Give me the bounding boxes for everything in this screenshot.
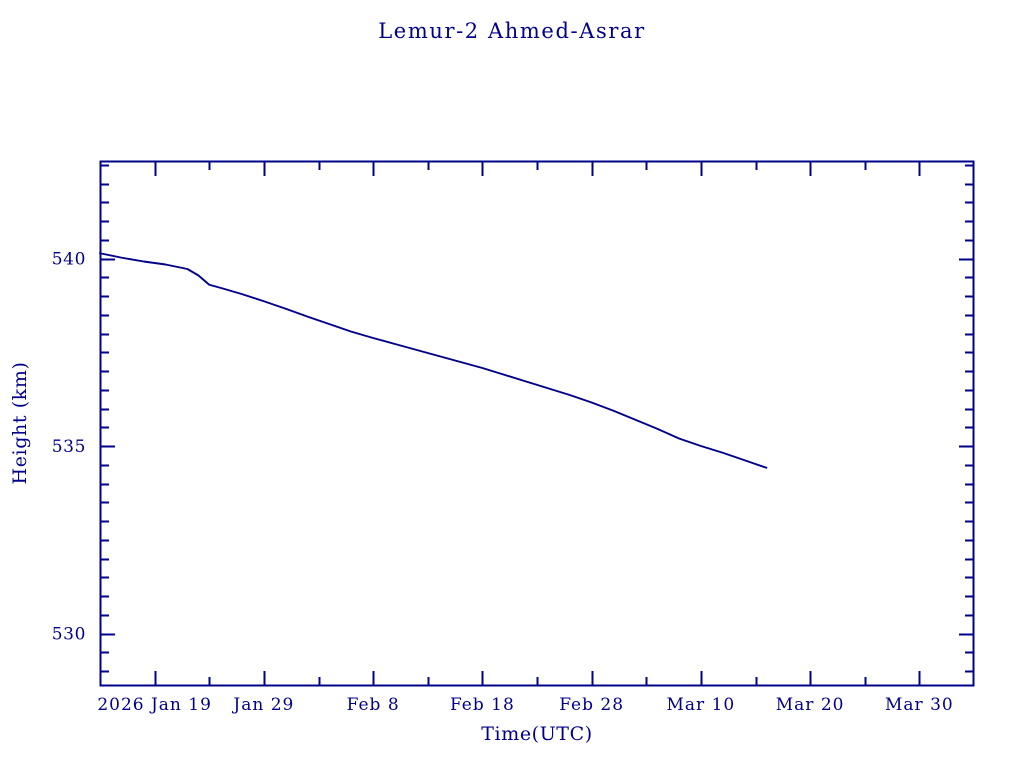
x-tick-label: Mar 30 <box>885 695 954 715</box>
x-tick-label: Jan 29 <box>231 695 294 715</box>
x-axis-title: Time(UTC) <box>481 723 592 745</box>
x-tick-label: Feb 8 <box>347 695 400 715</box>
x-axis-ticks <box>154 161 921 686</box>
x-tick-label: Mar 20 <box>776 695 845 715</box>
chart-title: Lemur-2 Ahmed-Asrar <box>378 19 646 43</box>
x-tick-label: Feb 28 <box>559 695 624 715</box>
x-axis-tick-labels: 2026 Jan 19 Jan 29 Feb 8 Feb 18 Feb 28 Mar 10… <box>97 695 954 715</box>
height-series-line <box>99 252 768 469</box>
y-tick-label: 540 <box>52 250 86 270</box>
y-axis-tick-labels: 540 535 530 <box>52 250 86 645</box>
y-axis-title: Height (km) <box>9 362 31 485</box>
y-tick-label: 535 <box>52 437 86 457</box>
x-tick-label: Feb 18 <box>450 695 515 715</box>
y-tick-label: 530 <box>52 625 86 645</box>
y-axis-ticks <box>100 164 974 673</box>
x-tick-label: Mar 10 <box>667 695 736 715</box>
plot-frame <box>99 160 975 687</box>
x-tick-label: 2026 Jan 19 <box>97 695 212 715</box>
